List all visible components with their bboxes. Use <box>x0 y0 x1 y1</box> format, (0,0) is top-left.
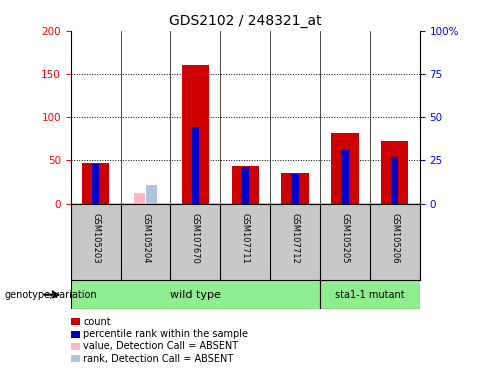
Bar <box>391 157 399 204</box>
Text: rank, Detection Call = ABSENT: rank, Detection Call = ABSENT <box>83 354 234 364</box>
Bar <box>92 164 100 204</box>
Text: GSM105203: GSM105203 <box>91 213 100 263</box>
Bar <box>291 174 299 204</box>
Text: value, Detection Call = ABSENT: value, Detection Call = ABSENT <box>83 341 239 351</box>
Text: percentile rank within the sample: percentile rank within the sample <box>83 329 248 339</box>
Text: genotype/variation: genotype/variation <box>5 290 98 300</box>
Bar <box>381 141 408 204</box>
Text: GSM105205: GSM105205 <box>341 213 349 263</box>
Text: GSM105204: GSM105204 <box>141 213 150 263</box>
Text: GSM105206: GSM105206 <box>390 213 399 263</box>
Bar <box>341 150 348 204</box>
Bar <box>320 280 420 309</box>
Bar <box>82 163 109 204</box>
Text: GSM107712: GSM107712 <box>290 213 300 263</box>
Bar <box>134 193 145 204</box>
Text: wild type: wild type <box>170 290 221 300</box>
Bar <box>146 185 157 204</box>
Bar <box>331 133 359 204</box>
Text: GSM107670: GSM107670 <box>191 213 200 263</box>
Text: count: count <box>83 317 111 327</box>
Bar <box>182 65 209 204</box>
Bar <box>282 173 309 204</box>
Bar <box>242 167 249 204</box>
Text: GSM107711: GSM107711 <box>241 213 250 263</box>
Bar <box>231 166 259 204</box>
Bar <box>192 127 199 204</box>
Bar <box>71 280 320 309</box>
Title: GDS2102 / 248321_at: GDS2102 / 248321_at <box>169 14 322 28</box>
Text: sta1-1 mutant: sta1-1 mutant <box>335 290 405 300</box>
